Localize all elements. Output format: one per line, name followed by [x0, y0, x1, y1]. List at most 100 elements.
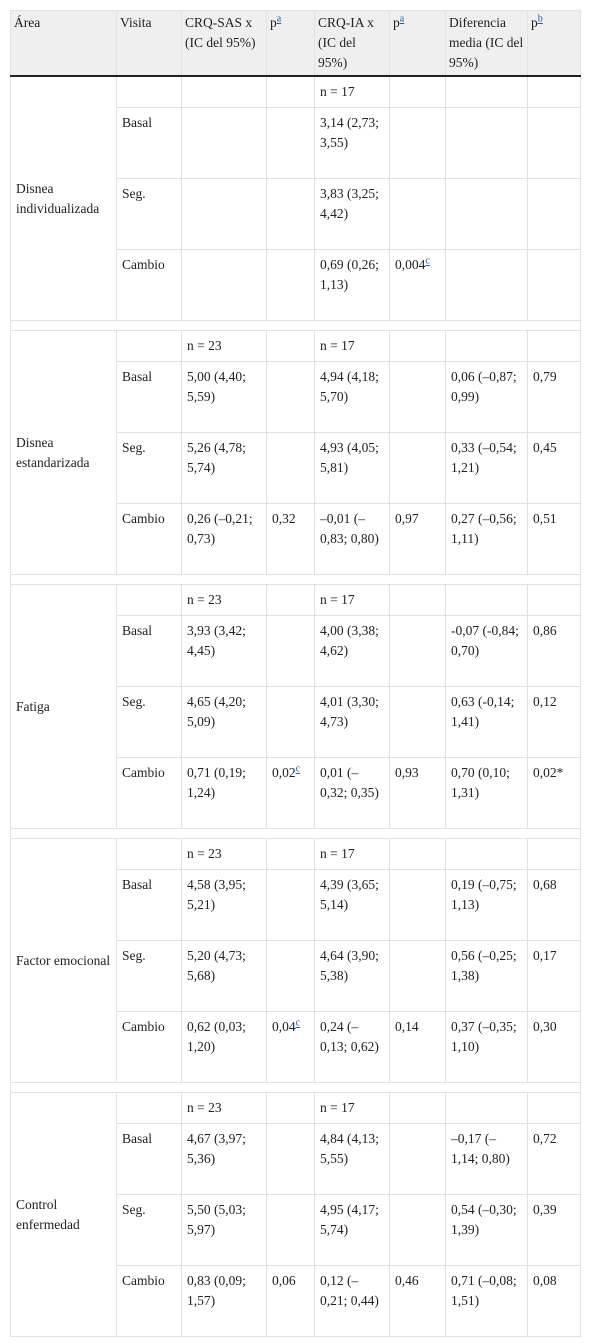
cell: 0,04c	[266, 1011, 315, 1083]
cell-text: 4,94 (4,18; 5,70)	[320, 369, 379, 404]
cell: 0,71 (–0,08; 1,51)	[445, 1265, 528, 1337]
cell-text: 0,83 (0,09; 1,57)	[187, 1273, 246, 1308]
cell	[266, 615, 315, 687]
header-cell: Diferencia media (IC del 95%)	[445, 10, 528, 77]
cell: Basal	[116, 1123, 182, 1195]
cell-text: 0,32	[272, 511, 296, 526]
cell-text: 3,93 (3,42; 4,45)	[187, 623, 246, 658]
cell: 0,69 (0,26; 1,13)	[314, 249, 390, 321]
cell: n = 17	[314, 584, 390, 616]
cell: 0,83 (0,09; 1,57)	[181, 1265, 267, 1337]
cell: Basal	[116, 361, 182, 433]
data-row: Basal 3,14 (2,73; 3,55)	[11, 107, 581, 179]
footnote-ref: c	[296, 1018, 300, 1029]
data-row: Fatiga n = 23 n = 17	[10, 584, 581, 829]
cell: Cambio	[116, 757, 182, 829]
cell-text: n = 17	[320, 592, 355, 607]
footnote-link[interactable]: a	[276, 13, 282, 25]
table-header: Área Visita CRQ-SAS x (IC del 95%) pa CRQ-IA…	[10, 10, 581, 77]
cell: 4,64 (3,90; 5,38)	[314, 940, 390, 1012]
cell: 5,20 (4,73; 5,68)	[181, 940, 267, 1012]
area-cell: Disnea estandarizada	[10, 330, 117, 575]
cell-text: Seg.	[122, 186, 146, 201]
cell-text: 0,97	[395, 511, 419, 526]
cell: 5,50 (5,03; 5,97)	[181, 1194, 267, 1266]
cell-text: 0,51	[533, 511, 557, 526]
cell: 0,62 (0,03; 1,20)	[181, 1011, 267, 1083]
cell	[266, 107, 315, 179]
cell: 0,68	[527, 869, 581, 941]
cell-text: 5,26 (4,78; 5,74)	[187, 440, 246, 475]
cell-text: 0,62 (0,03; 1,20)	[187, 1019, 246, 1054]
header-cell: pa	[389, 10, 446, 77]
cell-text: 0,56 (–0,25; 1,38)	[451, 948, 517, 983]
cell: 0,70 (0,10; 1,31)	[445, 757, 528, 829]
cell: 4,95 (4,17; 5,74)	[314, 1194, 390, 1266]
spacer-row	[10, 320, 581, 331]
cell-text: Basal	[122, 1131, 152, 1146]
cell-text: Cambio	[122, 1019, 165, 1034]
cell-text: 5,50 (5,03; 5,97)	[187, 1202, 246, 1237]
cell: 0,54 (–0,30; 1,39)	[445, 1194, 528, 1266]
cell-text: 0,79	[533, 369, 557, 384]
cell-text: Cambio	[122, 765, 165, 780]
cell-text: 0,27 (–0,56; 1,11)	[451, 511, 517, 546]
cell-text: 0,02*	[533, 765, 564, 780]
data-row: Seg. 5,20 (4,73; 5,68) 4,64 (3,90; 5,38) 0,…	[11, 940, 581, 1012]
cell	[266, 249, 315, 321]
footnote-link[interactable]: c	[295, 1017, 301, 1029]
cell-text: Cambio	[122, 511, 165, 526]
cell-text: Basal	[122, 369, 152, 384]
cell: -0,07 (-0,84; 0,70)	[445, 615, 528, 687]
cell: Cambio	[116, 1011, 182, 1083]
data-row: Control enfermedad n = 23 n = 17	[10, 1092, 581, 1337]
cell-text: Cambio	[122, 1273, 165, 1288]
cell: 0,93	[389, 757, 446, 829]
spacer-row	[10, 1082, 581, 1093]
data-row: Disnea individualizada n = 17	[10, 75, 581, 321]
area-cell: Fatiga	[10, 584, 117, 829]
cell-text: 0,69 (0,26; 1,13)	[320, 257, 379, 292]
area-cell: Factor emocional	[10, 838, 117, 1083]
cell-text: –0,17 (–1,14; 0,80)	[451, 1131, 510, 1166]
cell	[389, 361, 446, 433]
cell-text: 0,30	[533, 1019, 557, 1034]
data-row: Factor emocional n = 23 n = 17	[10, 838, 581, 1083]
cell-text: p	[270, 15, 277, 30]
cell: 0,14	[389, 1011, 446, 1083]
cell	[266, 584, 315, 616]
cell: 3,93 (3,42; 4,45)	[181, 615, 267, 687]
footnote-ref: a	[277, 14, 281, 25]
cell-text: 0,004	[395, 257, 426, 272]
cell	[266, 838, 315, 870]
cell	[445, 249, 528, 321]
footnote-link[interactable]: b	[537, 13, 543, 25]
cell	[266, 940, 315, 1012]
cell	[389, 940, 446, 1012]
cell	[266, 432, 315, 504]
cell-text: 3,14 (2,73; 3,55)	[320, 115, 379, 150]
cell	[527, 75, 581, 108]
cell	[527, 584, 581, 616]
cell-text: 0,71 (–0,08; 1,51)	[451, 1273, 517, 1308]
header-row: Área Visita CRQ-SAS x (IC del 95%) pa CRQ-IA…	[10, 10, 581, 77]
spacer-cell	[10, 828, 581, 839]
cell	[527, 1092, 581, 1124]
footnote-link[interactable]: c	[295, 763, 301, 775]
footnote-link[interactable]: a	[399, 13, 405, 25]
cell	[116, 838, 182, 870]
cell-text: n = 23	[187, 846, 222, 861]
cell	[181, 178, 267, 250]
cell-text: 0,24 (–0,13; 0,62)	[320, 1019, 379, 1054]
cell-text: p	[531, 15, 538, 30]
cell: 0,97	[389, 503, 446, 575]
footnote-link[interactable]: c	[425, 255, 430, 267]
cell: 0,39	[527, 1194, 581, 1266]
cell	[389, 1123, 446, 1195]
data-row: Basal 4,58 (3,95; 5,21) 4,39 (3,65; 5,14) 0…	[11, 869, 581, 941]
cell-text: Diferencia media (IC del 95%)	[449, 15, 524, 70]
cell-text: 0,72	[533, 1131, 557, 1146]
cell: 3,83 (3,25; 4,42)	[314, 178, 390, 250]
cell-text: 4,64 (3,90; 5,38)	[320, 948, 379, 983]
cell-text: n = 17	[320, 338, 355, 353]
